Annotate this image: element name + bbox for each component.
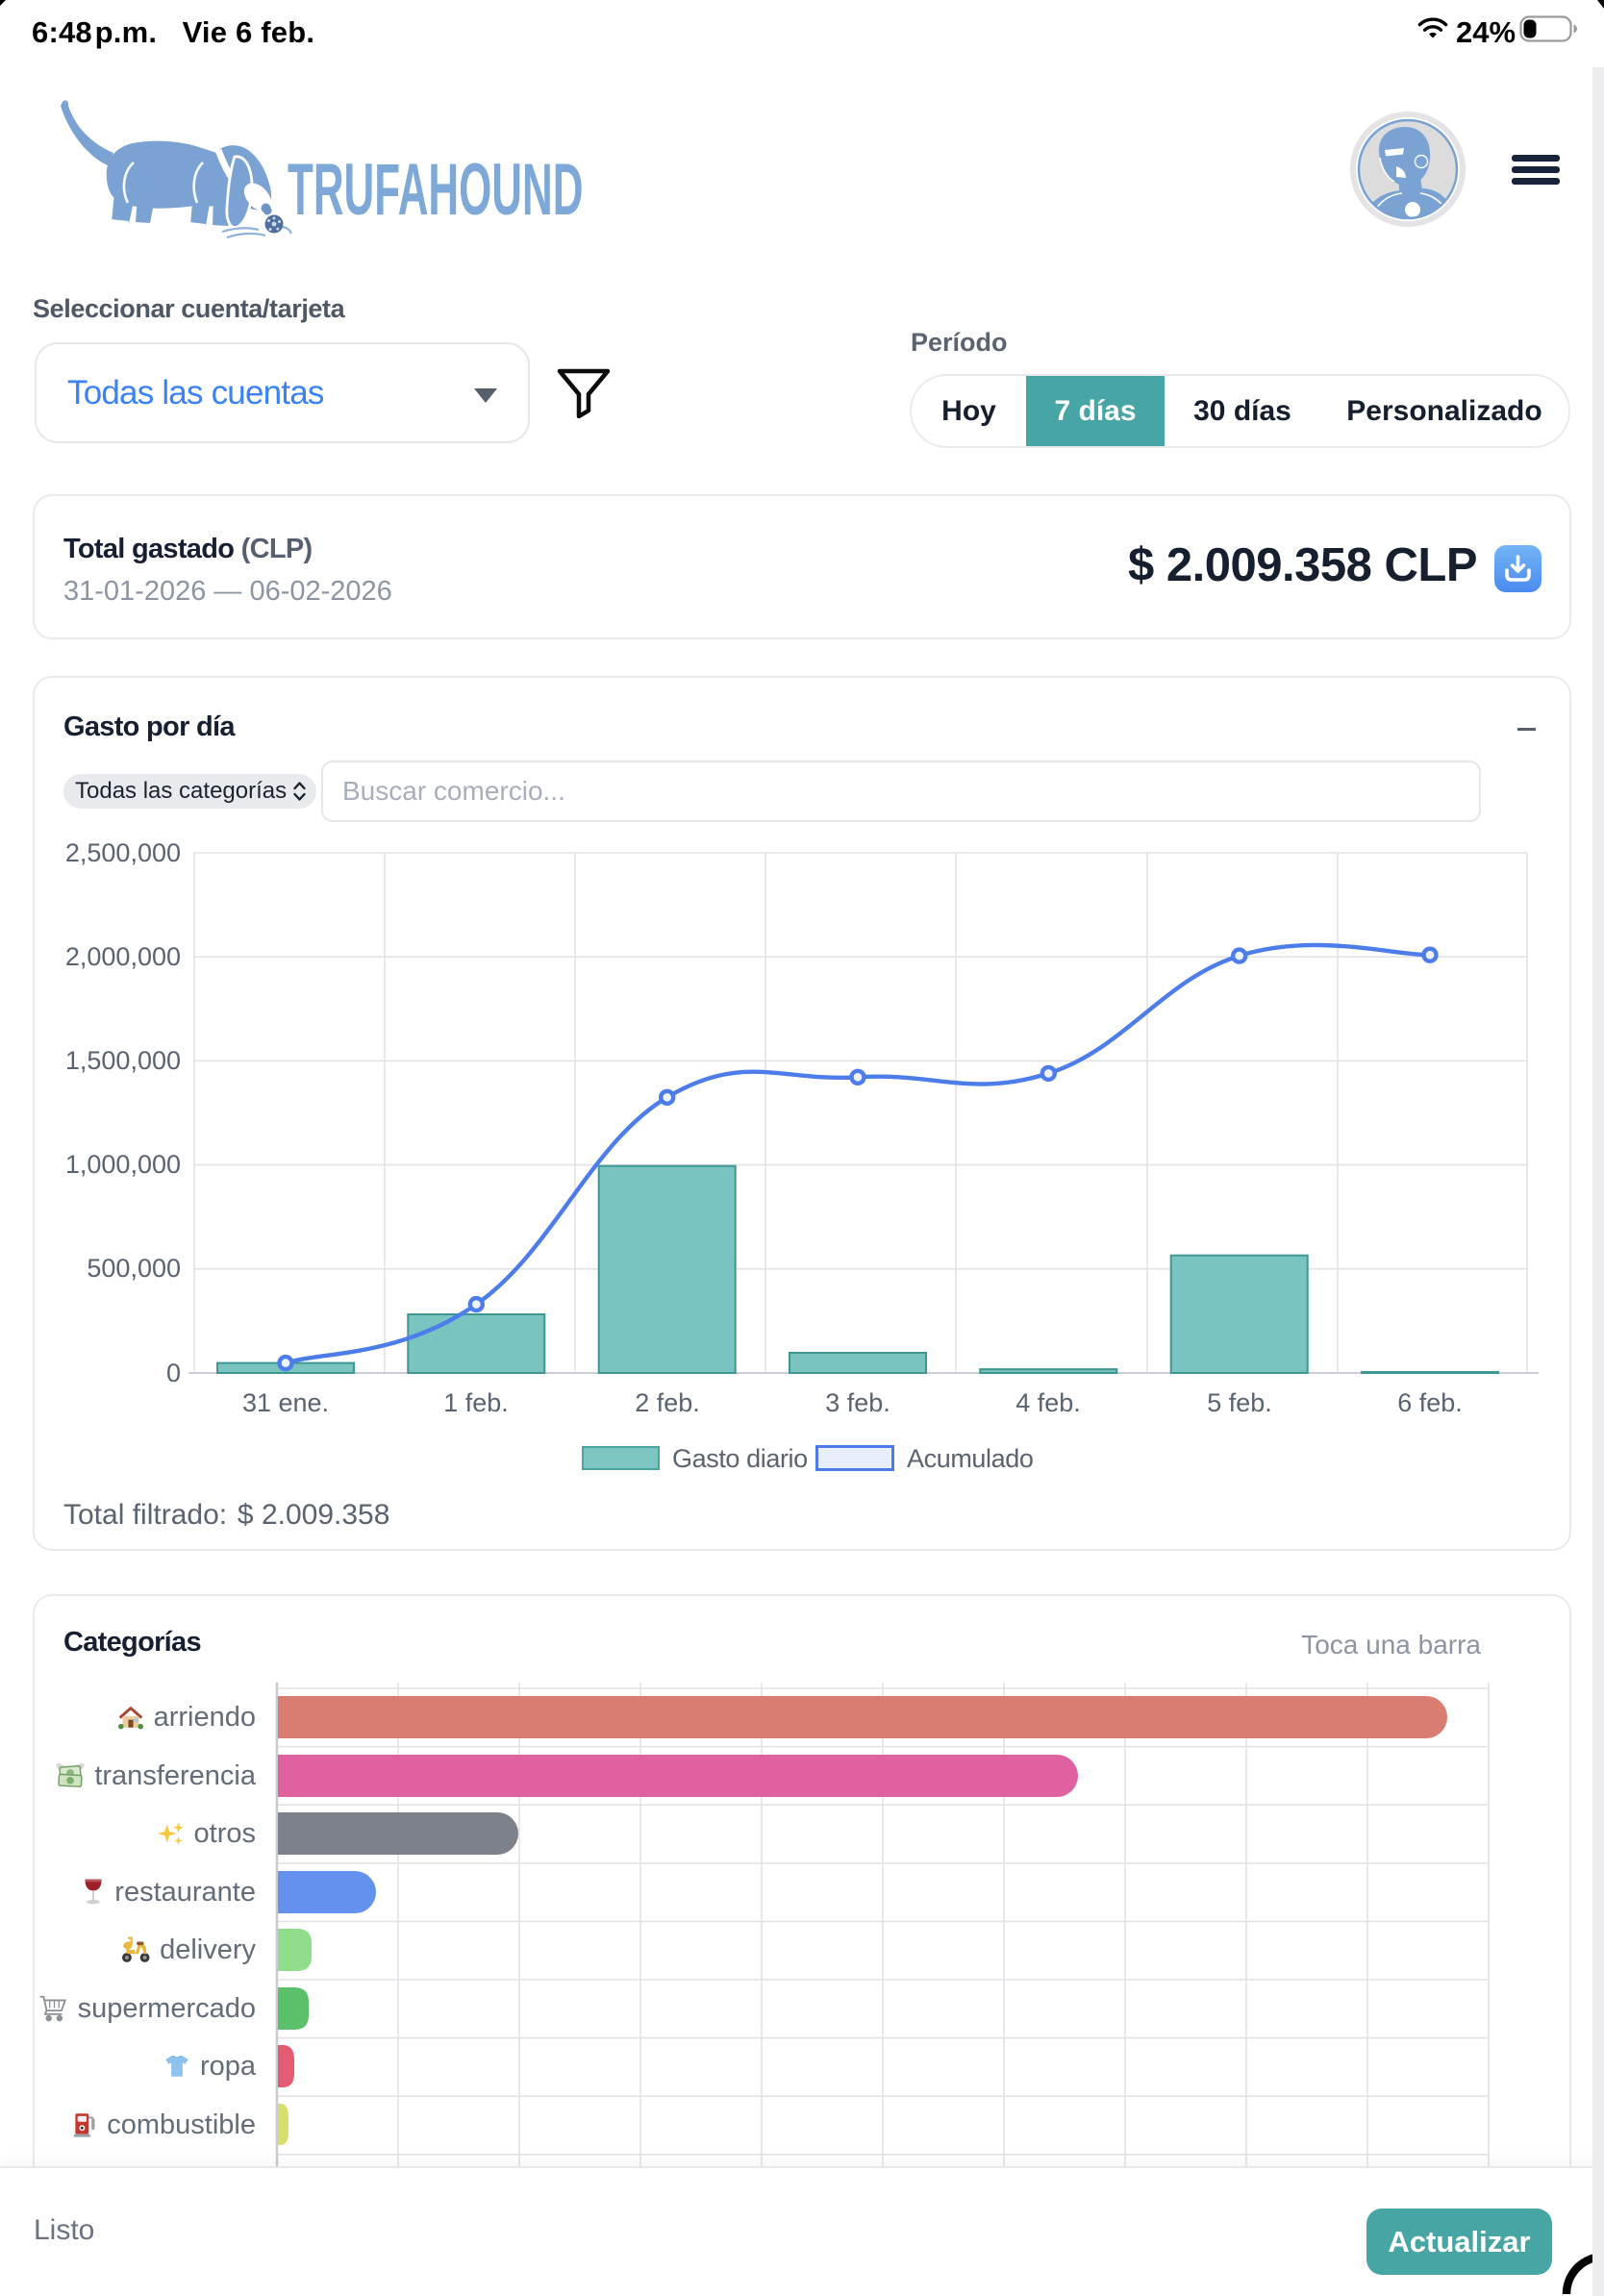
svg-text:2,500,000: 2,500,000 (65, 838, 181, 867)
svg-text:1,500,000: 1,500,000 (65, 1046, 181, 1075)
svg-text:2 feb.: 2 feb. (635, 1388, 700, 1417)
svg-text:6 feb.: 6 feb. (1397, 1388, 1463, 1417)
svg-text:31 ene.: 31 ene. (242, 1388, 329, 1417)
svg-text:2,000,000: 2,000,000 (65, 942, 181, 971)
svg-text:5 feb.: 5 feb. (1207, 1388, 1272, 1417)
svg-text:3 feb.: 3 feb. (825, 1388, 890, 1417)
svg-text:1 feb.: 1 feb. (443, 1388, 509, 1417)
svg-text:1,000,000: 1,000,000 (65, 1150, 181, 1179)
svg-text:4 feb.: 4 feb. (1015, 1388, 1081, 1417)
svg-text:0: 0 (166, 1359, 181, 1387)
svg-text:500,000: 500,000 (87, 1254, 181, 1283)
